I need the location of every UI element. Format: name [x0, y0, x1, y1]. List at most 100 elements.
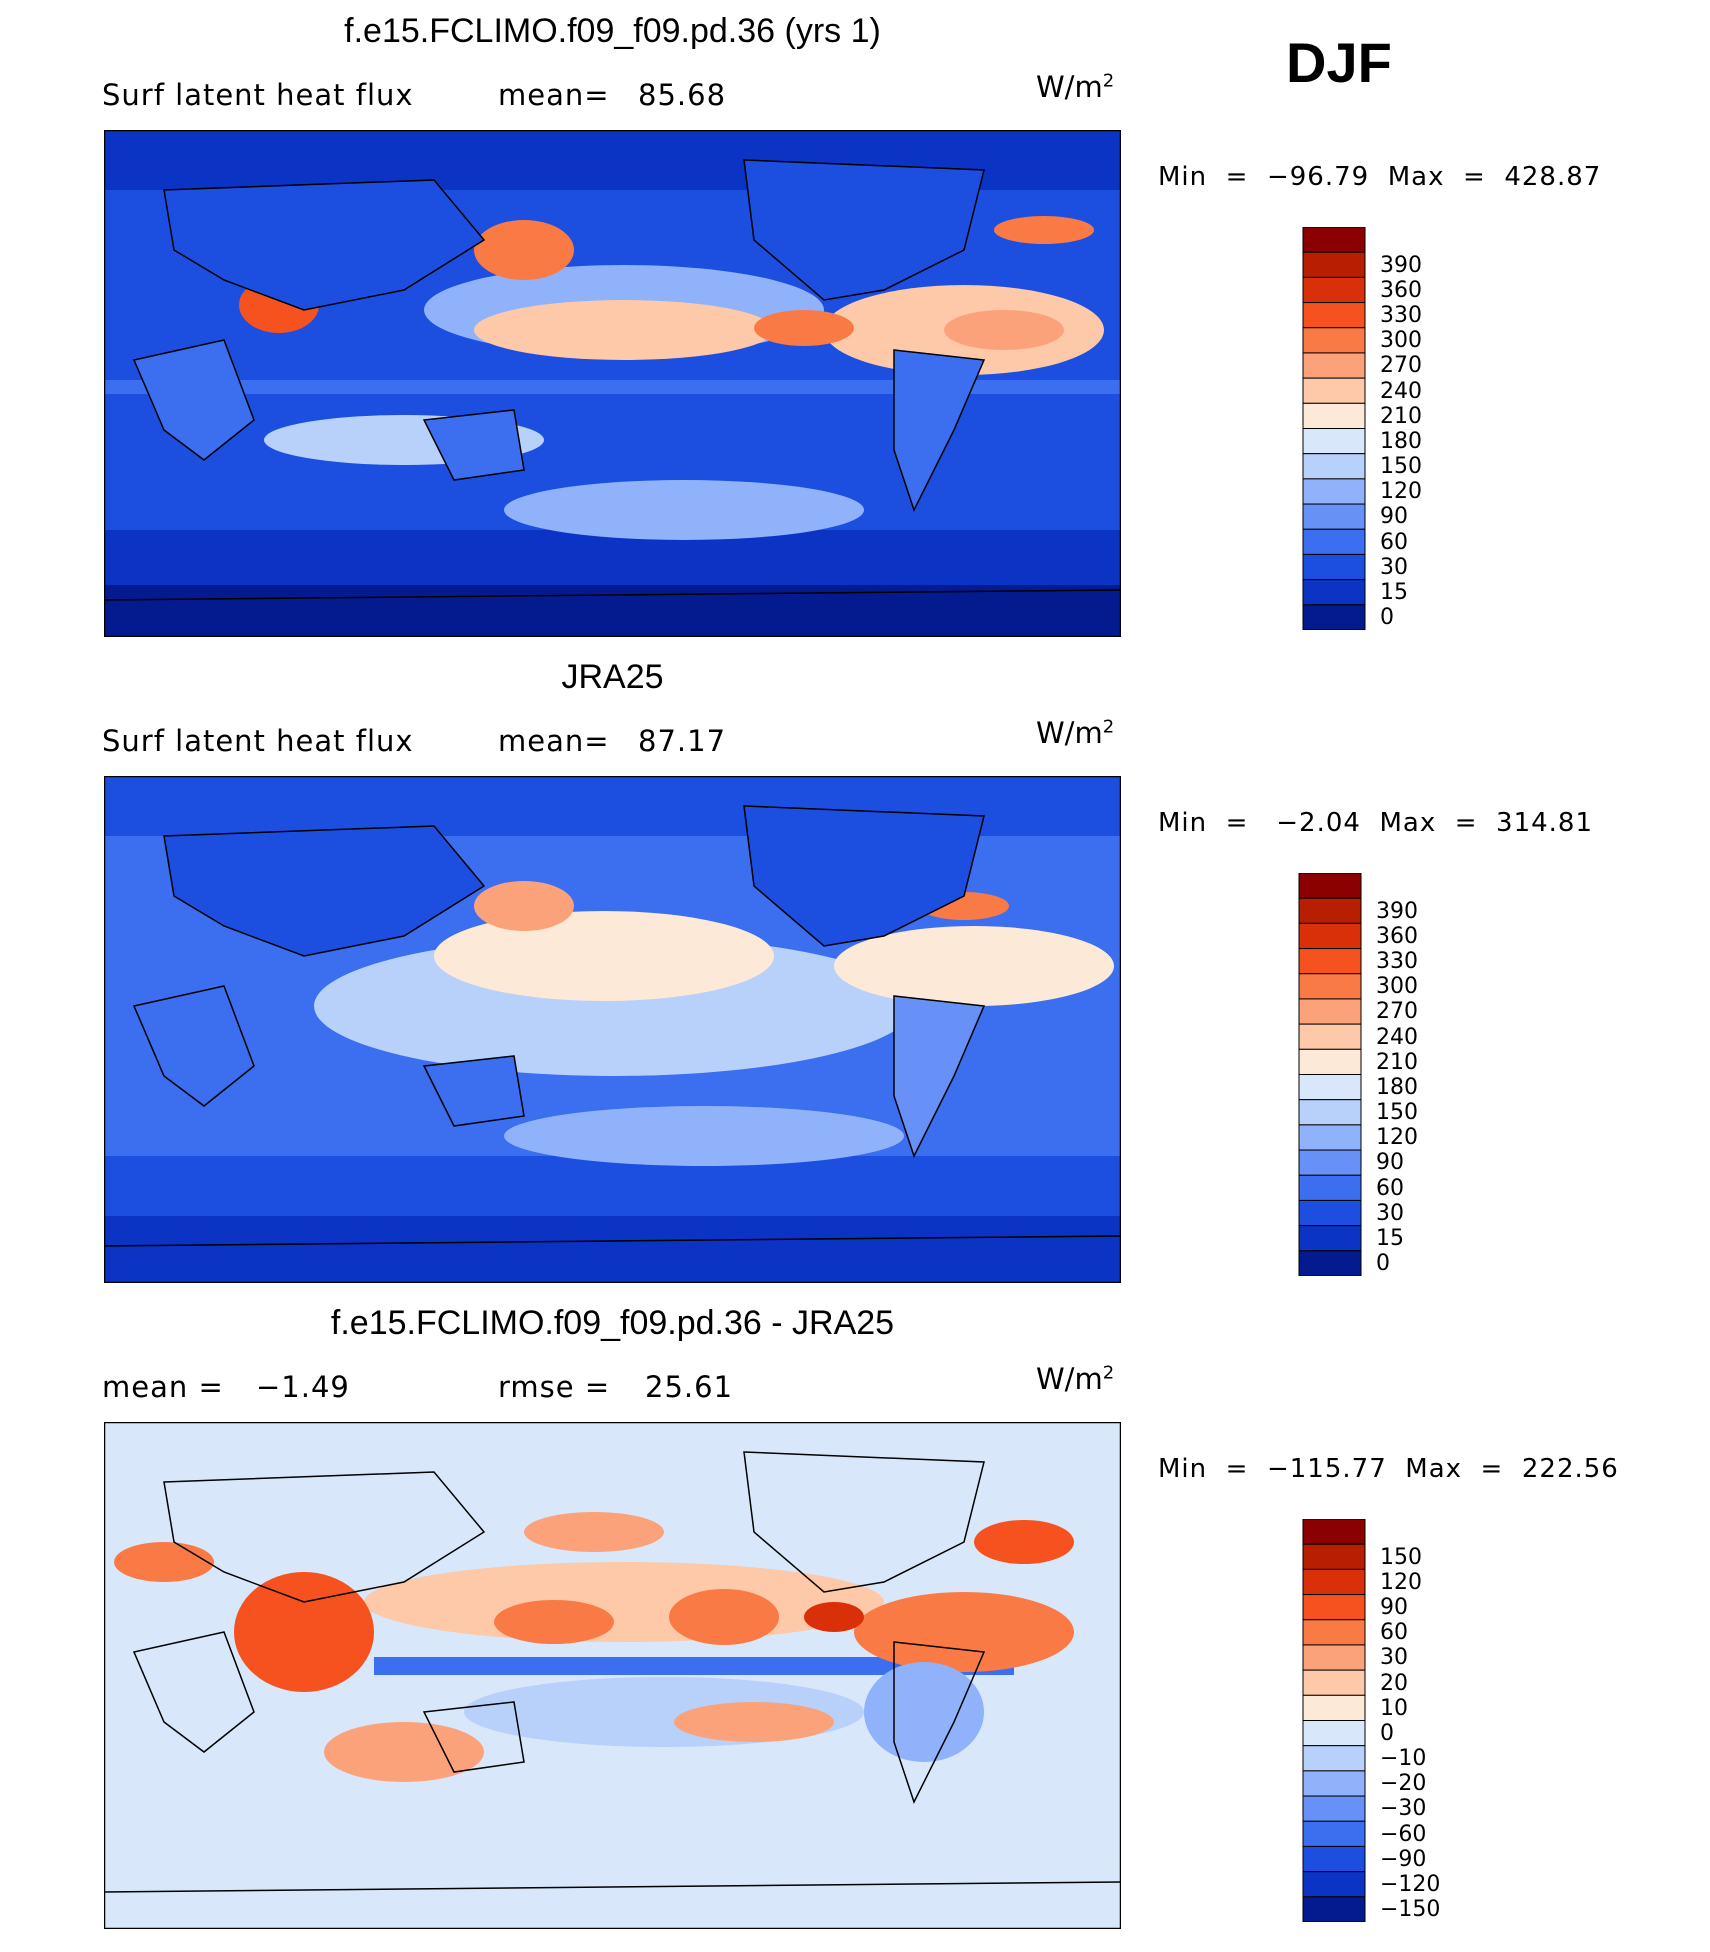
colorbar-tick-label: −120 [1380, 1872, 1441, 1898]
colorbar-tick-label: 120 [1380, 479, 1422, 505]
colorbar-swatch [1302, 327, 1366, 354]
colorbar-swatch [1298, 1174, 1362, 1201]
colorbar-tick-label: 0 [1376, 1251, 1390, 1277]
panel3-mean-label: mean = [102, 1370, 224, 1404]
panel2-units: W/m2 [1036, 716, 1115, 750]
colorbar-swatch [1302, 604, 1366, 631]
colorbar-swatch [1298, 973, 1362, 1000]
colorbar-swatch [1302, 226, 1366, 253]
colorbar-tick-label: −60 [1380, 1821, 1427, 1847]
colorbar-tick-label: −30 [1380, 1796, 1427, 1822]
colorbar-swatch [1302, 1543, 1366, 1570]
colorbar-swatch [1302, 503, 1366, 530]
colorbar-swatch [1298, 1074, 1362, 1101]
colorbar-tick-label: 390 [1376, 898, 1418, 924]
colorbar-swatch [1298, 1149, 1362, 1176]
colorbar-swatch [1302, 528, 1366, 555]
colorbar-tick-label: 90 [1376, 1150, 1404, 1176]
panel2-colorbar [1298, 872, 1362, 1281]
colorbar-tick-label: 270 [1380, 353, 1422, 379]
colorbar-swatch [1302, 276, 1366, 304]
colorbar-swatch [1302, 1820, 1366, 1847]
colorbar-swatch [1302, 251, 1366, 278]
panel1-map [104, 130, 1121, 637]
colorbar-tick-label: 60 [1380, 1620, 1408, 1646]
colorbar-tick-label: −10 [1380, 1746, 1427, 1772]
panel3-colorbar [1302, 1518, 1366, 1927]
colorbar-tick-label: 360 [1376, 923, 1418, 949]
panel3-map [104, 1422, 1121, 1929]
colorbar-swatch [1298, 1048, 1362, 1075]
panel3-mean-value: −1.49 [256, 1370, 350, 1404]
colorbar-tick-label: 270 [1376, 999, 1418, 1025]
colorbar-tick-label: 330 [1380, 302, 1422, 328]
panel1-mean-value: 85.68 [638, 78, 727, 112]
colorbar-swatch [1302, 428, 1366, 455]
panel2-mean-value: 87.17 [638, 724, 727, 758]
colorbar-swatch [1298, 1023, 1362, 1050]
colorbar-swatch [1302, 1619, 1366, 1646]
panel3-title: f.e15.FCLIMO.f09_f09.pd.36 - JRA25 [330, 1304, 895, 1342]
colorbar-swatch [1302, 1745, 1366, 1772]
colorbar-swatch [1302, 1845, 1366, 1873]
colorbar-tick-label: −90 [1380, 1846, 1427, 1872]
colorbar-tick-label: 30 [1380, 554, 1408, 580]
colorbar-tick-label: 120 [1376, 1125, 1418, 1151]
colorbar-swatch [1302, 1720, 1366, 1747]
colorbar-tick-label: 0 [1380, 1720, 1394, 1746]
colorbar-swatch [1298, 1124, 1362, 1151]
colorbar-swatch [1298, 948, 1362, 975]
colorbar-tick-label: 90 [1380, 1594, 1408, 1620]
panel3-colorbar-svg [1302, 1518, 1366, 1923]
colorbar-tick-label: 15 [1380, 580, 1408, 606]
colorbar-tick-label: 30 [1376, 1200, 1404, 1226]
colorbar-swatch [1302, 1896, 1366, 1923]
panel1-variable-label: Surf latent heat flux [102, 78, 414, 112]
colorbar-tick-label: 120 [1380, 1569, 1422, 1595]
colorbar-swatch [1298, 897, 1362, 924]
colorbar-tick-label: 390 [1380, 252, 1422, 278]
colorbar-swatch [1302, 579, 1366, 606]
panel1-colorbar [1302, 226, 1366, 635]
colorbar-swatch [1298, 1250, 1362, 1277]
colorbar-swatch [1302, 1795, 1366, 1822]
colorbar-tick-label: 150 [1376, 1100, 1418, 1126]
season-label: DJF [1286, 31, 1392, 94]
colorbar-swatch [1302, 1568, 1366, 1596]
colorbar-tick-label: 30 [1380, 1645, 1408, 1671]
panel1-colorbar-svg [1302, 226, 1366, 631]
colorbar-tick-label: 240 [1376, 1024, 1418, 1050]
panel1-minmax: Min = −96.79 Max = 428.87 [1158, 162, 1602, 192]
panel1-units: W/m2 [1036, 70, 1115, 104]
colorbar-swatch [1302, 1594, 1366, 1621]
colorbar-tick-label: 360 [1380, 277, 1422, 303]
colorbar-swatch [1302, 1770, 1366, 1797]
colorbar-swatch [1302, 453, 1366, 480]
colorbar-tick-label: 300 [1380, 328, 1422, 354]
panel1-title: f.e15.FCLIMO.f09_f09.pd.36 (yrs 1) [344, 12, 881, 50]
panel3-minmax: Min = −115.77 Max = 222.56 [1158, 1454, 1619, 1484]
colorbar-swatch [1302, 402, 1366, 429]
colorbar-swatch [1298, 922, 1362, 950]
colorbar-tick-label: 300 [1376, 974, 1418, 1000]
colorbar-tick-label: 150 [1380, 454, 1422, 480]
panel1-mean-label: mean= [498, 78, 610, 112]
colorbar-tick-label: 180 [1376, 1074, 1418, 1100]
colorbar-swatch [1302, 352, 1366, 379]
colorbar-swatch [1302, 302, 1366, 329]
panel3-rmse-label: rmse = [498, 1370, 611, 1404]
colorbar-swatch [1298, 1199, 1362, 1227]
colorbar-tick-label: −20 [1380, 1771, 1427, 1797]
colorbar-tick-label: 60 [1380, 529, 1408, 555]
colorbar-swatch [1302, 478, 1366, 505]
colorbar-swatch [1298, 998, 1362, 1025]
colorbar-tick-label: 330 [1376, 948, 1418, 974]
panel2-minmax: Min = −2.04 Max = 314.81 [1158, 808, 1594, 838]
colorbar-swatch [1302, 377, 1366, 404]
panel3-rmse-value: 25.61 [645, 1370, 734, 1404]
colorbar-swatch [1302, 1644, 1366, 1671]
panel2-title: JRA25 [561, 658, 664, 696]
colorbar-swatch [1302, 1871, 1366, 1898]
colorbar-tick-label: 210 [1376, 1049, 1418, 1075]
panel2-mean-label: mean= [498, 724, 610, 758]
